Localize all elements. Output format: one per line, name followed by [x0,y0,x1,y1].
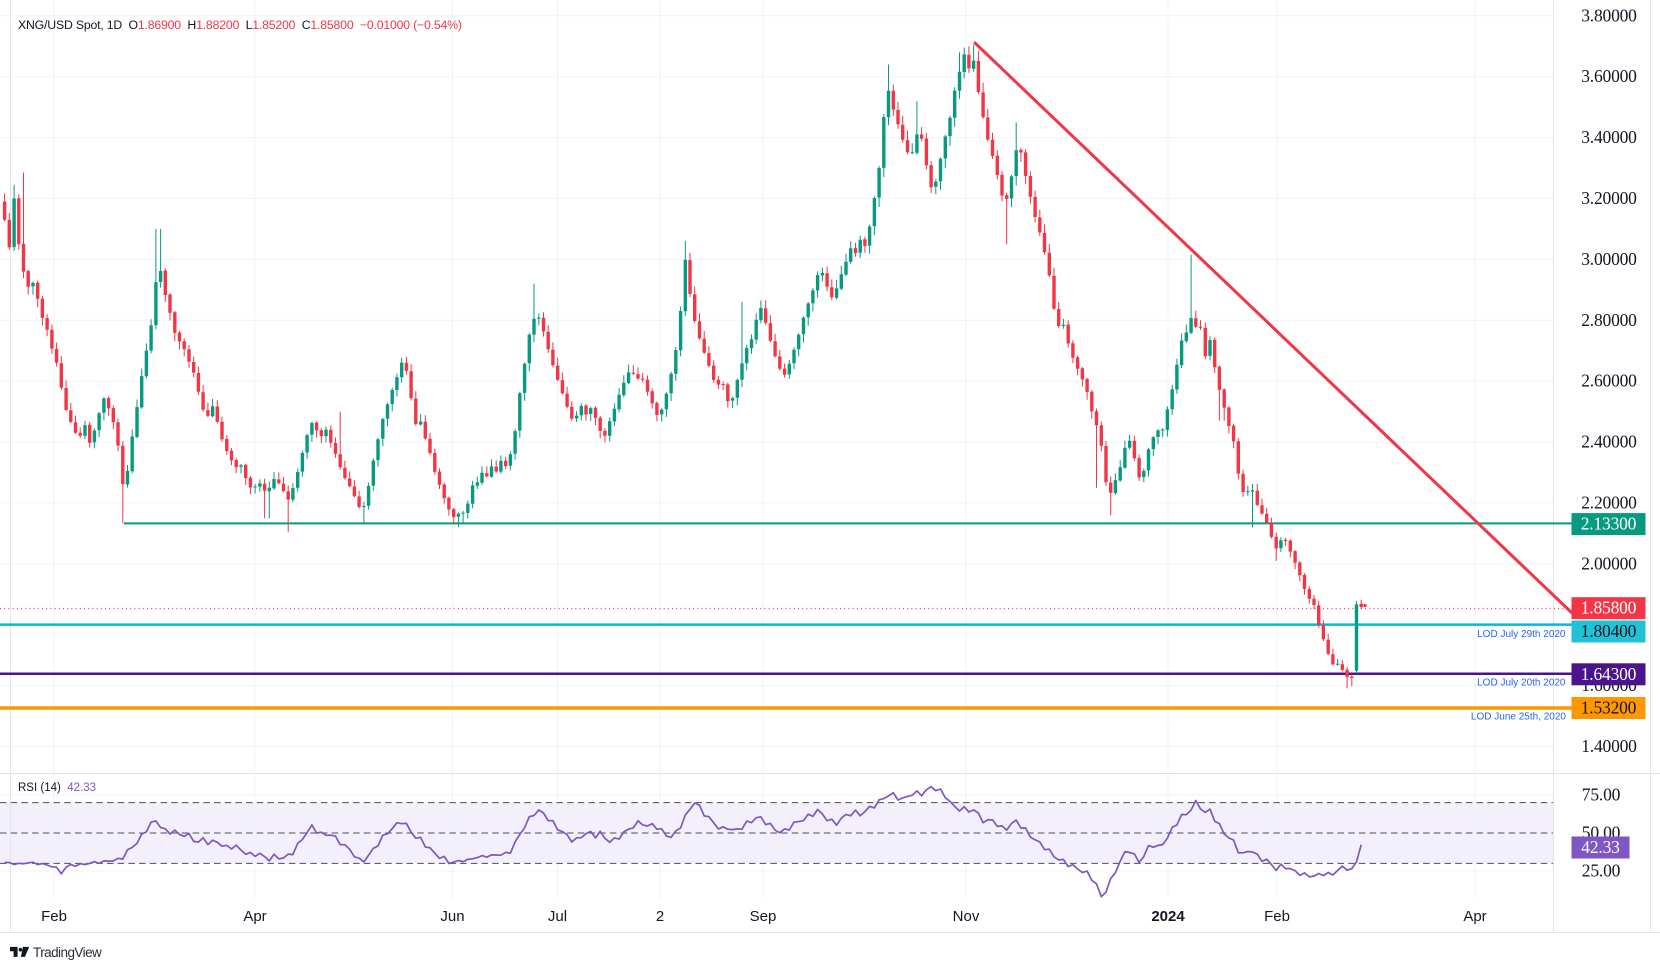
svg-text:LOD July 20th 2020: LOD July 20th 2020 [1477,678,1566,689]
svg-text:Nov: Nov [953,908,980,925]
svg-text:75.00: 75.00 [1582,785,1621,805]
svg-text:2: 2 [656,908,664,925]
svg-text:3.40000: 3.40000 [1581,127,1637,147]
svg-text:3.80000: 3.80000 [1581,5,1637,25]
svg-text:1.53200: 1.53200 [1581,698,1637,718]
svg-text:2.13300: 2.13300 [1581,514,1637,534]
svg-text:LOD June 25th, 2020: LOD June 25th, 2020 [1471,712,1567,723]
svg-text:Feb: Feb [41,908,67,925]
svg-text:Jul: Jul [548,908,567,925]
svg-text:3.00000: 3.00000 [1581,249,1637,269]
svg-text:Apr: Apr [243,908,266,925]
svg-text:RSI (14) 42.33: RSI (14) 42.33 [18,782,96,794]
svg-text:1.80400: 1.80400 [1581,621,1637,641]
svg-text:2.80000: 2.80000 [1581,310,1637,330]
svg-text:LOD July 29th 2020: LOD July 29th 2020 [1477,629,1566,640]
svg-text:Sep: Sep [750,908,777,925]
svg-text:1.64300: 1.64300 [1581,664,1637,684]
svg-text:XNG/USD Spot, 1D O1.86900 H1: XNG/USD Spot, 1D O1.86900 H1.88200 L1.85… [18,18,462,32]
svg-text:2.40000: 2.40000 [1581,432,1637,452]
svg-text:2.00000: 2.00000 [1581,553,1637,573]
svg-text:2.60000: 2.60000 [1581,371,1637,391]
svg-text:Apr: Apr [1463,908,1486,925]
svg-text:3.60000: 3.60000 [1581,66,1637,86]
svg-text:Feb: Feb [1264,908,1290,925]
svg-text:25.00: 25.00 [1582,861,1621,881]
svg-text:3.20000: 3.20000 [1581,188,1637,208]
svg-text:42.33: 42.33 [1581,837,1620,857]
svg-text:1.40000: 1.40000 [1581,736,1637,756]
svg-text:2024: 2024 [1151,908,1185,925]
svg-text:1.85800: 1.85800 [1581,598,1637,618]
svg-text:Jun: Jun [440,908,464,925]
svg-text:TradingView: TradingView [33,945,102,960]
svg-text:2.20000: 2.20000 [1581,493,1637,513]
